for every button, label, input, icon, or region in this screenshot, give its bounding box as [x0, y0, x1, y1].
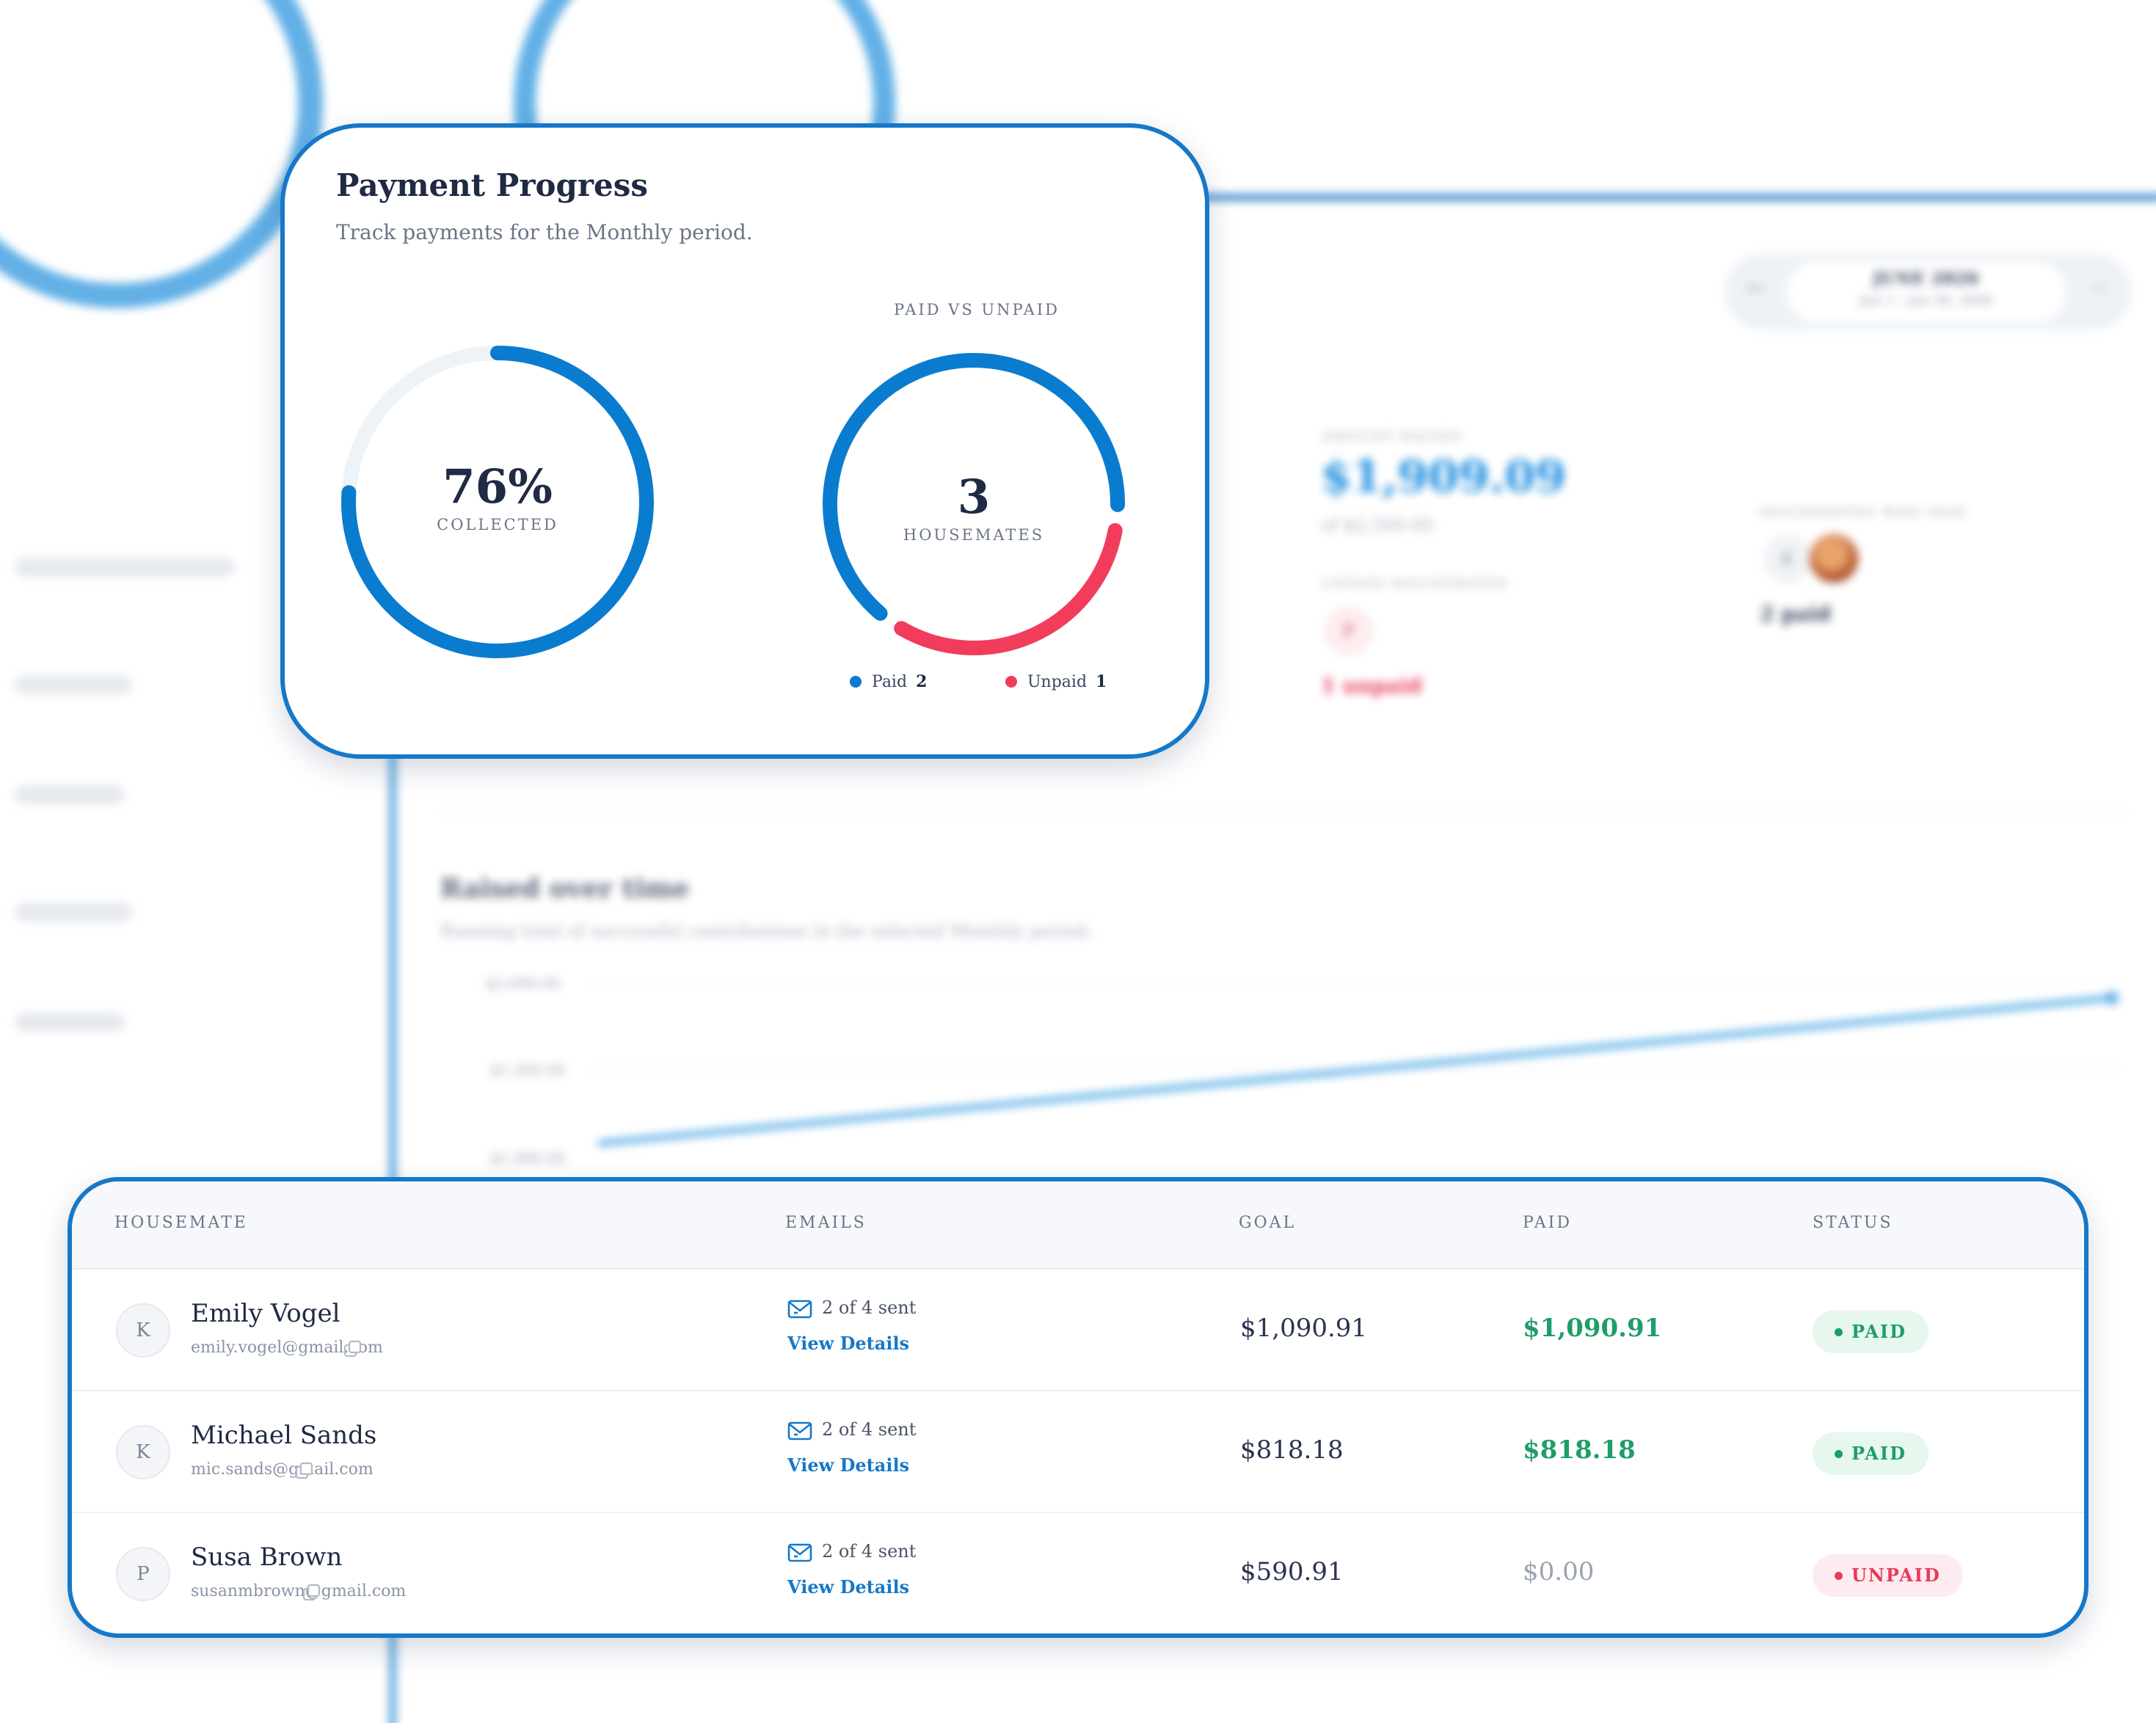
collected-center: 76% COLLECTED [343, 459, 652, 533]
legend-paid: Paid 2 [850, 672, 927, 691]
status-text: PAID [1851, 1443, 1906, 1464]
mail-icon [787, 1542, 812, 1563]
status-badge: UNPAID [1813, 1554, 1963, 1597]
emails-sent: 2 of 4 sent [822, 1419, 916, 1440]
status-text: PAID [1851, 1321, 1906, 1342]
legend-unpaid-count: 1 [1096, 672, 1107, 691]
emails-sent: 2 of 4 sent [822, 1541, 916, 1562]
header-goal: GOAL [1239, 1214, 1296, 1232]
housemates-table: HOUSEMATE EMAILS GOAL PAID STATUS K Emil… [68, 1177, 2088, 1638]
legend-paid-label: Paid [872, 673, 907, 691]
raised-line [600, 998, 2112, 1143]
legend-unpaid-label: Unpaid [1027, 673, 1087, 691]
header-housemate: HOUSEMATE [114, 1214, 248, 1232]
housemates-value: 3 [820, 470, 1128, 525]
paid-amount: $818.18 [1523, 1435, 1636, 1465]
collected-value: 76% [343, 459, 652, 514]
card-subtitle: Track payments for the Monthly period. [336, 220, 753, 244]
collected-caption: COLLECTED [343, 516, 652, 533]
paid-dot-icon [850, 676, 862, 688]
housemate-email: mic.sands@gmail.com [191, 1460, 374, 1479]
housemate-name: Michael Sands [191, 1421, 376, 1450]
avatar: K [116, 1303, 170, 1358]
emails-sent: 2 of 4 sent [822, 1297, 916, 1318]
mail-icon [787, 1299, 812, 1319]
goal-amount: $818.18 [1240, 1435, 1344, 1465]
table-row[interactable]: P Susa Brown susanmbrown@gmail.com 2 of … [72, 1513, 2084, 1635]
housemate-name: Emily Vogel [191, 1299, 340, 1328]
avatar: P [116, 1547, 170, 1601]
paid-vs-unpaid-label: PAID VS UNPAID [894, 301, 1060, 318]
paid-amount: $0.00 [1523, 1557, 1594, 1587]
housemates-caption: HOUSEMATES [820, 526, 1128, 544]
legend-paid-count: 2 [916, 672, 927, 691]
status-text: UNPAID [1851, 1564, 1941, 1586]
unpaid-dot-icon [1005, 676, 1017, 688]
avatar: K [116, 1425, 170, 1479]
goal-amount: $1,090.91 [1240, 1314, 1367, 1343]
header-paid: PAID [1523, 1214, 1572, 1232]
unpaid-ring-arc [901, 531, 1115, 648]
status-badge: PAID [1813, 1432, 1929, 1475]
copy-icon[interactable] [301, 1582, 323, 1604]
housemate-name: Susa Brown [191, 1542, 342, 1572]
payment-progress-card: Payment Progress Track payments for the … [280, 123, 1209, 759]
view-details-link[interactable]: View Details [787, 1576, 909, 1598]
legend-unpaid: Unpaid 1 [1005, 672, 1107, 691]
paid-amount: $1,090.91 [1523, 1314, 1661, 1343]
header-status: STATUS [1813, 1214, 1893, 1232]
view-details-link[interactable]: View Details [787, 1333, 909, 1354]
table-row[interactable]: K Emily Vogel emily.vogel@gmail.com 2 of… [72, 1270, 2084, 1391]
status-dot-icon [1835, 1572, 1843, 1580]
view-details-link[interactable]: View Details [787, 1454, 909, 1476]
housemates-center: 3 HOUSEMATES [820, 470, 1128, 544]
table-row[interactable]: K Michael Sands mic.sands@gmail.com 2 of… [72, 1391, 2084, 1513]
status-dot-icon [1835, 1328, 1843, 1336]
raised-point [2105, 991, 2119, 1005]
status-badge: PAID [1813, 1311, 1929, 1353]
mail-icon [787, 1421, 812, 1441]
status-dot-icon [1835, 1450, 1843, 1458]
housemate-email: susanmbrown@gmail.com [191, 1582, 406, 1600]
header-emails: EMAILS [785, 1214, 867, 1232]
copy-icon[interactable] [342, 1338, 364, 1360]
card-title: Payment Progress [336, 167, 648, 203]
table-header: HOUSEMATE EMAILS GOAL PAID STATUS [72, 1181, 2084, 1270]
copy-icon[interactable] [294, 1460, 316, 1482]
goal-amount: $590.91 [1240, 1557, 1344, 1587]
